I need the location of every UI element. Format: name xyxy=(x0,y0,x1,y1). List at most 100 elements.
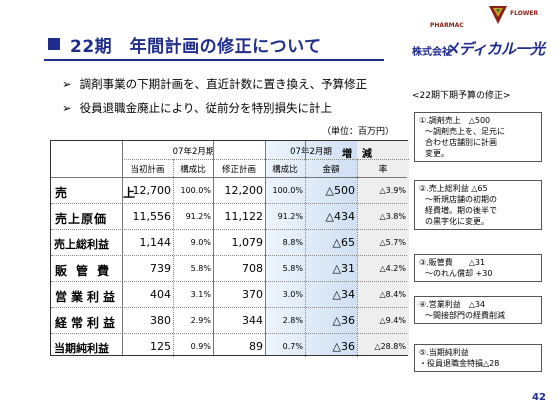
row-label: 売上原価 xyxy=(55,212,108,226)
sub-header: 構成比 xyxy=(272,165,298,175)
note-box: ④.営業利益 △34 〜間接部門の経費削減 xyxy=(414,296,542,324)
table-cell: △5.7% xyxy=(379,238,406,247)
sub-header: 金額 xyxy=(322,165,340,175)
table-cell: 11,556 xyxy=(132,210,172,223)
grid-line xyxy=(51,333,407,334)
table-cell: 3.1% xyxy=(190,290,211,299)
row-label: 売 上 xyxy=(55,186,141,200)
arrow-bullet-icon: ➢ xyxy=(62,77,72,91)
table-cell: 100.0% xyxy=(272,186,303,195)
bullet-item: ➢ 調剤事業の下期計画を、直近計数に置き換え、予算修正 xyxy=(62,76,367,92)
table-cell: 404 xyxy=(150,288,171,301)
note-title: ②.売上総利益 △65 xyxy=(419,184,488,193)
table-cell: 125 xyxy=(150,340,171,353)
table-cell: 2.8% xyxy=(282,316,303,325)
company-name: メディカル一光 xyxy=(444,40,545,58)
table-cell: △3.8% xyxy=(379,212,406,221)
table-cell: 708 xyxy=(242,262,263,275)
note-body: 〜調剤売上を、足元に 合わせ店舗別に計画 変更。 xyxy=(425,127,505,158)
note-box: ①.調剤売上 △500 〜調剤売上を、足元に 合わせ店舗別に計画 変更。 xyxy=(414,112,542,162)
logo-pharmac-text: PHARMAC xyxy=(430,22,464,29)
note-title: ④.営業利益 △34 xyxy=(419,300,486,309)
table-cell: 3.0% xyxy=(282,290,303,299)
group-header: 07年2月期 xyxy=(172,147,215,157)
table-cell: 0.9% xyxy=(190,342,211,351)
row-label: 売上総利益 xyxy=(54,238,109,251)
sub-header: 率 xyxy=(378,165,388,175)
row-label: 経常利益 xyxy=(55,316,120,330)
table-cell: △65 xyxy=(332,236,355,249)
row-label: 営業利益 xyxy=(55,290,120,304)
table-cell: △34 xyxy=(332,288,355,301)
note-box: ③.販管費 △31 〜のれん償却 +30 xyxy=(414,254,542,282)
grid-line xyxy=(51,229,407,230)
grid-line xyxy=(173,159,174,357)
note-title: ③.販管費 △31 xyxy=(419,258,486,267)
logo-flower-text: FLOWER xyxy=(510,10,539,17)
sub-header: 修正計画 xyxy=(221,165,256,175)
grid-line xyxy=(305,159,306,357)
table-cell: 5.8% xyxy=(190,264,211,273)
grid-line xyxy=(122,141,123,355)
table-cell: 0.7% xyxy=(282,342,303,351)
table-cell: △9.4% xyxy=(379,316,406,325)
table-cell: 12,700 xyxy=(132,184,172,197)
title-square-icon xyxy=(48,38,60,50)
table-cell: 9.0% xyxy=(190,238,211,247)
table-cell: △31 xyxy=(332,262,355,275)
table-cell: 91.2% xyxy=(185,212,211,221)
table-cell: 1,079 xyxy=(231,236,264,249)
table-cell: 89 xyxy=(249,340,263,353)
note-box: ②.売上総利益 △65 〜新規店舗の初期の 経費増。期の後半で の黒字化に変更。 xyxy=(414,180,542,230)
sub-header: 当初計画 xyxy=(130,165,165,175)
revised-column-highlight xyxy=(265,141,357,355)
budget-table: 07年2月期 07年2月期 増 減 当初計画 構成比 修正計画 構成比 金額 率… xyxy=(50,140,409,357)
group-header: 増 減 xyxy=(342,149,372,160)
bullet-text: 役員退職金廃止により、従前分を特別損失に計上 xyxy=(79,101,332,115)
note-title: ①.調剤売上 △500 xyxy=(419,116,491,125)
table-cell: △3.9% xyxy=(379,186,406,195)
grid-line xyxy=(51,281,407,282)
table-cell: 91.2% xyxy=(277,212,303,221)
table-cell: △36 xyxy=(332,340,355,353)
table-cell: 12,200 xyxy=(224,184,264,197)
note-body: 〜のれん償却 +30 xyxy=(425,269,493,278)
table-cell: △28.8% xyxy=(374,342,406,351)
table-cell: 2.9% xyxy=(190,316,211,325)
row-label: 販管費 xyxy=(55,264,119,278)
page-title: 22期 年間計画の修正について xyxy=(70,37,322,57)
note-body: ・役員退職金特損△28 xyxy=(419,359,500,368)
bullet-item: ➢ 役員退職金廃止により、従前分を特別損失に計上 xyxy=(62,100,332,116)
table-cell: △4.2% xyxy=(379,264,406,273)
table-cell: △434 xyxy=(325,210,355,223)
table-cell: 739 xyxy=(150,262,171,275)
page-number: 42 xyxy=(532,392,546,403)
note-body: 〜間接部門の経費削減 xyxy=(425,311,505,320)
table-cell: 344 xyxy=(242,314,263,327)
table-cell: △8.4% xyxy=(379,290,406,299)
group-header: 07年2月期 xyxy=(290,147,332,157)
sub-header: 構成比 xyxy=(180,165,206,175)
table-cell: 8.8% xyxy=(282,238,303,247)
unit-label: （単位：百万円） xyxy=(322,127,395,137)
bullet-text: 調剤事業の下期計画を、直近計数に置き換え、予算修正 xyxy=(79,77,368,91)
grid-line xyxy=(51,177,407,178)
table-cell: 1,144 xyxy=(139,236,172,249)
table-cell: 380 xyxy=(150,314,171,327)
grid-line xyxy=(265,141,266,355)
grid-line xyxy=(213,141,214,355)
grid-line xyxy=(357,159,358,357)
arrow-bullet-icon: ➢ xyxy=(62,101,72,115)
grid-line xyxy=(51,255,407,256)
change-column-shade xyxy=(357,141,409,355)
table-cell: 100.0% xyxy=(180,186,211,195)
grid-line xyxy=(51,203,407,204)
table-cell: △36 xyxy=(332,314,355,327)
title-underline xyxy=(44,59,384,61)
company-prefix: 株式会社 xyxy=(412,47,452,58)
table-cell: △500 xyxy=(325,184,355,197)
flower-logo-icon xyxy=(489,6,507,24)
revision-heading: <22期下期予算の修正> xyxy=(412,91,511,101)
note-title: ⑤.当期純利益 xyxy=(419,348,469,357)
note-body: 〜新規店舗の初期の 経費増。期の後半で の黒字化に変更。 xyxy=(425,195,497,226)
